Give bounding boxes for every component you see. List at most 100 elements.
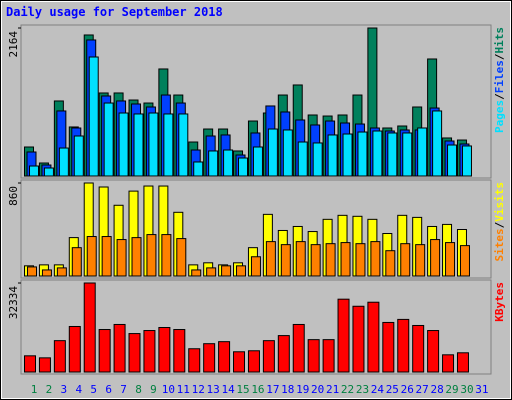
bar bbox=[146, 234, 157, 277]
x-tick-label: 23 bbox=[356, 383, 369, 396]
bar bbox=[459, 245, 470, 277]
x-tick-label: 2 bbox=[46, 383, 53, 396]
bar bbox=[297, 141, 308, 177]
bar bbox=[277, 335, 290, 373]
y-tick-label: 2164 bbox=[7, 31, 20, 58]
bar bbox=[387, 132, 398, 177]
bar bbox=[262, 340, 275, 373]
x-tick-label: 28 bbox=[430, 383, 443, 396]
x-tick-label: 27 bbox=[416, 383, 429, 396]
bar bbox=[208, 150, 219, 177]
bar bbox=[267, 128, 278, 177]
legend-separator: / bbox=[493, 93, 506, 100]
bar bbox=[252, 146, 263, 177]
bar bbox=[427, 330, 440, 373]
bar bbox=[456, 352, 469, 373]
bar bbox=[56, 267, 67, 277]
bar bbox=[178, 113, 189, 177]
x-tick-label: 16 bbox=[251, 383, 264, 396]
bar bbox=[292, 323, 305, 373]
bar bbox=[203, 343, 216, 373]
bar bbox=[101, 236, 112, 277]
legend: Sites/Visits bbox=[493, 182, 506, 262]
bar bbox=[128, 333, 141, 373]
bar bbox=[402, 132, 413, 177]
bar bbox=[382, 321, 395, 373]
bar bbox=[447, 144, 458, 177]
bar bbox=[236, 265, 247, 277]
x-tick-label: 8 bbox=[135, 383, 142, 396]
bar bbox=[98, 329, 111, 373]
bar bbox=[250, 256, 261, 277]
bar bbox=[310, 244, 321, 277]
x-tick-label: 25 bbox=[386, 383, 399, 396]
legend-entry: Hits bbox=[493, 27, 506, 54]
x-tick-label: 12 bbox=[192, 383, 205, 396]
bar bbox=[342, 133, 353, 177]
x-tick-label: 14 bbox=[221, 383, 235, 396]
x-tick-label: 10 bbox=[162, 383, 175, 396]
bar bbox=[163, 113, 174, 177]
x-tick-label: 5 bbox=[90, 383, 97, 396]
bar bbox=[161, 234, 172, 277]
bar bbox=[116, 239, 127, 277]
bar bbox=[218, 341, 231, 373]
x-tick-label: 19 bbox=[296, 383, 309, 396]
x-tick-label: 21 bbox=[326, 383, 339, 396]
bar bbox=[432, 110, 443, 177]
bar bbox=[221, 265, 232, 277]
x-tick-label: 15 bbox=[236, 383, 249, 396]
bar bbox=[88, 56, 99, 177]
x-tick-label: 18 bbox=[281, 383, 294, 396]
legend-entry: Sites bbox=[493, 228, 506, 261]
bar bbox=[148, 112, 159, 177]
bar bbox=[327, 134, 338, 177]
bar bbox=[442, 354, 455, 373]
bar bbox=[233, 351, 246, 373]
bar bbox=[103, 102, 114, 177]
bar bbox=[355, 243, 366, 277]
bar bbox=[247, 350, 260, 373]
bar bbox=[337, 298, 350, 373]
bar bbox=[280, 244, 291, 277]
bar bbox=[86, 236, 97, 277]
x-tick-label: 9 bbox=[150, 383, 157, 396]
bar bbox=[83, 282, 96, 373]
bar bbox=[238, 157, 249, 177]
x-tick-label: 6 bbox=[105, 383, 112, 396]
x-tick-label: 26 bbox=[401, 383, 414, 396]
bar bbox=[71, 247, 82, 277]
bar bbox=[370, 241, 381, 277]
bar bbox=[173, 329, 186, 373]
chart-title: Daily usage for September 2018 bbox=[6, 5, 223, 19]
bar bbox=[73, 135, 84, 177]
x-tick-label: 22 bbox=[341, 383, 354, 396]
bar bbox=[312, 142, 323, 177]
bar bbox=[372, 130, 383, 177]
bar bbox=[265, 241, 276, 277]
x-tick-label: 20 bbox=[311, 383, 324, 396]
bar bbox=[58, 147, 69, 177]
legend-entry: Visits bbox=[493, 182, 506, 222]
y-tick-label: 860 bbox=[7, 186, 20, 206]
x-tick-label: 13 bbox=[207, 383, 220, 396]
bar bbox=[188, 348, 201, 373]
bar bbox=[385, 250, 396, 277]
x-tick-label: 1 bbox=[31, 383, 38, 396]
bar bbox=[295, 241, 306, 277]
legend-entry: Pages bbox=[493, 100, 506, 133]
legend: KBytes bbox=[493, 282, 506, 322]
bar bbox=[193, 161, 204, 177]
bar bbox=[133, 113, 144, 177]
bar bbox=[367, 301, 380, 373]
legend-entry: Files bbox=[493, 60, 506, 93]
legend-separator: / bbox=[493, 53, 506, 60]
x-tick-label: 24 bbox=[371, 383, 385, 396]
bar bbox=[412, 324, 425, 373]
y-tick-label: 32334 bbox=[7, 286, 20, 319]
bar bbox=[322, 339, 335, 373]
bar bbox=[43, 167, 54, 177]
